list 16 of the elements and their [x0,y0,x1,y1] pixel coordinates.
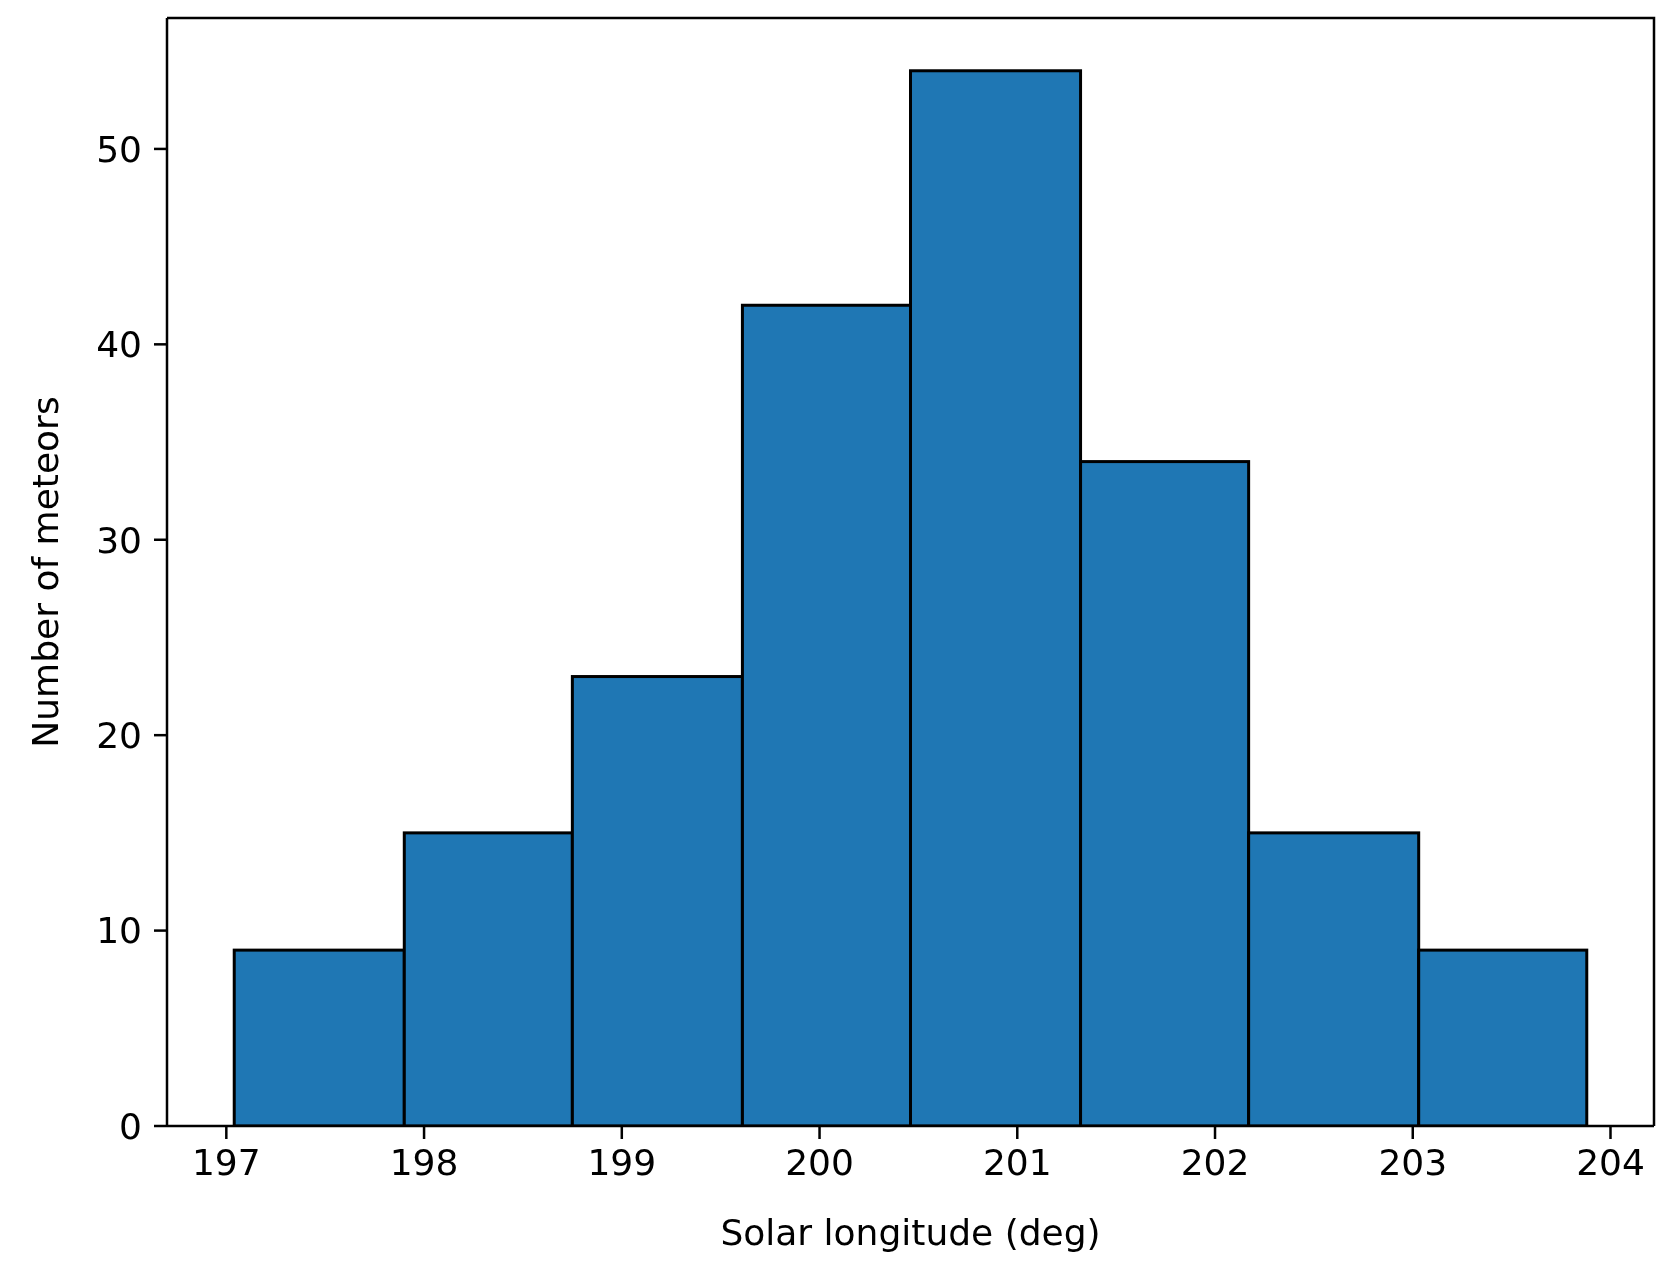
x-tick-label: 201 [982,1141,1052,1183]
y-tick-label: 0 [119,1105,142,1147]
y-axis-title: Number of meteors [24,396,66,748]
y-tick-label: 10 [96,910,142,952]
x-tick-label: 204 [1576,1141,1645,1183]
x-tick-label: 198 [389,1141,459,1183]
x-tick-label: 202 [1180,1141,1250,1183]
y-tick-label: 20 [96,714,142,756]
x-tick-label: 200 [785,1141,854,1183]
y-tick-label: 40 [96,324,142,366]
x-tick-label: 203 [1378,1141,1448,1183]
x-axis-title: Solar longitude (deg) [720,1212,1101,1253]
y-tick-label: 30 [96,519,142,561]
x-tick-label: 199 [587,1141,657,1183]
x-tick-label: 197 [191,1141,261,1183]
y-tick-label: 50 [96,128,142,170]
